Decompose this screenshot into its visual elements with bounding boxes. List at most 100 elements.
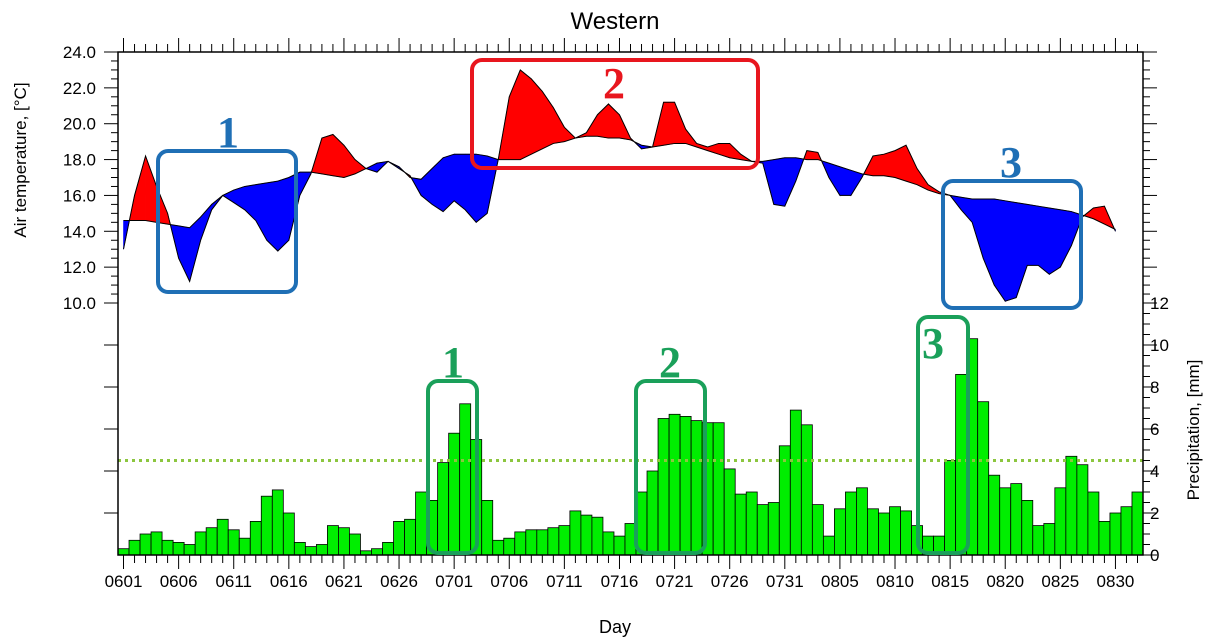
precipitation-bar: [437, 462, 450, 556]
precipitation-bar: [536, 529, 549, 556]
precipitation-bar: [811, 504, 824, 556]
axis-ticks: [104, 38, 1157, 569]
precipitation-bar: [304, 546, 317, 556]
temperature-anomaly-below: [773, 157, 786, 207]
temperature-anomaly-above: [553, 106, 565, 144]
temperature-anomaly-below: [1015, 202, 1028, 298]
temperature-anomaly-above: [519, 69, 532, 161]
temperature-anomaly-below: [960, 196, 973, 224]
x-tick-label: 0721: [656, 572, 694, 591]
precipitation-bar: [712, 422, 725, 556]
temperature-anomaly-below: [431, 157, 444, 213]
precipitation-bar: [547, 527, 560, 556]
y-right-tick-label: 0: [1150, 546, 1159, 565]
x-tick-label: 0626: [380, 572, 418, 591]
precipitation-bar: [613, 535, 626, 556]
temperature-anomaly-above: [729, 142, 742, 160]
x-tick-label: 0825: [1041, 572, 1079, 591]
precipitation-bar: [789, 409, 802, 556]
x-tick-label: 0621: [325, 572, 363, 591]
x-tick-label: 0611: [215, 572, 252, 591]
temperature-anomaly-above: [343, 144, 356, 178]
precipitation-bar: [1131, 491, 1144, 556]
x-tick-label: 0820: [986, 572, 1024, 591]
precipitation-bar: [591, 516, 604, 556]
precipitation-bar: [338, 527, 350, 556]
precipitation-bar: [1010, 483, 1023, 556]
temperature-anomaly-above: [883, 150, 896, 178]
y-left-tick-label: 12.0: [63, 258, 96, 277]
precipitation-bar: [514, 531, 527, 556]
precipitation-bar: [1032, 525, 1045, 556]
x-axis-label: Day: [599, 617, 631, 637]
x-tick-label: 0805: [821, 572, 859, 591]
precipitation-bar: [657, 418, 670, 556]
annotation-label: 3: [922, 319, 944, 368]
precipitation-bar: [1043, 523, 1056, 556]
precipitation-bar: [834, 508, 846, 556]
annotation-box: [634, 379, 707, 555]
temperature-anomaly-above: [663, 101, 675, 146]
annotation-box: [941, 179, 1083, 310]
y-left-tick-label: 10.0: [63, 294, 96, 313]
temperature-anomaly-above: [696, 143, 708, 152]
temperature-anomaly-below: [266, 180, 279, 252]
precipitation-bar: [404, 518, 416, 556]
precipitation-bar: [205, 527, 218, 556]
annotation-box: [916, 315, 970, 555]
x-tick-label: 0601: [105, 572, 143, 591]
x-tick-label: 0815: [931, 572, 969, 591]
precipitation-bar: [227, 529, 240, 556]
precipitation-bar: [955, 373, 968, 556]
y-left-tick-label: 16.0: [63, 186, 96, 205]
precipitation-bar: [293, 542, 306, 556]
precipitation-bar: [260, 495, 273, 556]
precipitation-bar: [867, 508, 879, 556]
temperature-anomaly-above: [321, 134, 334, 177]
precipitation-bar: [349, 533, 361, 556]
temperature-anomaly-below: [1004, 200, 1017, 302]
x-tick-label: 0606: [160, 572, 198, 591]
precipitation-bar: [525, 529, 538, 556]
precipitation-bar: [1054, 487, 1067, 556]
x-tick-label: 0731: [766, 572, 804, 591]
temperature-anomaly-below: [1026, 204, 1039, 266]
temperature-anomaly-below: [475, 153, 488, 223]
y-left-tick-label: 18.0: [63, 151, 96, 170]
precipitation-bar: [845, 491, 857, 556]
annotation-boxes: 1 2 3 1 2 3: [156, 58, 1083, 555]
precipitation-bar: [393, 521, 405, 556]
precipitation-bar: [183, 544, 196, 556]
precipitation-bar: [723, 468, 736, 556]
x-tick-label: 0830: [1097, 572, 1135, 591]
precipitation-bar: [503, 537, 516, 556]
precipitation-bar: [1065, 455, 1078, 556]
x-tick-label: 0716: [601, 572, 639, 591]
temperature-anomaly-below: [1049, 207, 1061, 275]
y-right-tick-label: 12: [1150, 294, 1169, 313]
x-tick-label: 0711: [546, 572, 583, 591]
temperature-anomaly-below: [1060, 209, 1072, 268]
temperature-anomaly-below: [850, 169, 863, 197]
precipitation-bar: [150, 531, 163, 556]
temperature-anomaly-above: [674, 102, 686, 144]
precipitation-bar: [690, 420, 703, 556]
temperature-anomaly-below: [277, 177, 290, 252]
y-right-tick-label: 2: [1150, 504, 1159, 523]
precipitation-bar: [889, 506, 901, 556]
annotation-label: 1: [442, 338, 464, 387]
x-tick-label: 0616: [270, 572, 308, 591]
precipitation-bar: [415, 491, 427, 556]
precipitation-bar: [569, 510, 582, 556]
temperature-anomaly-above: [332, 133, 345, 178]
precipitation-bar: [238, 537, 251, 556]
precipitation-bar: [481, 499, 494, 556]
precipitation-bar: [161, 539, 174, 556]
y-right-tick-label: 10: [1150, 336, 1169, 355]
temperature-anomaly-above: [145, 155, 157, 223]
chart-title: Western: [571, 8, 660, 35]
x-tick-label: 0701: [435, 572, 473, 591]
precipitation-bar: [679, 415, 692, 556]
precipitation-bar: [756, 504, 769, 556]
precipitation-bar: [1120, 506, 1133, 556]
